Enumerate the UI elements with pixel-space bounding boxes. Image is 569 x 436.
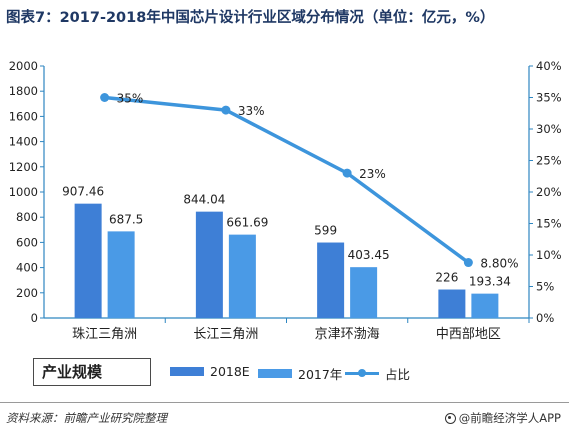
bar-2017年	[350, 267, 378, 318]
x-tick-label: 中西部地区	[436, 327, 501, 342]
legend-swatch-2018e	[170, 367, 204, 376]
legend-label-share: 占比	[385, 367, 411, 382]
bar-data-label: 193.34	[469, 275, 511, 289]
y-right-tick-label: 10%	[536, 248, 562, 262]
y-right-tick-label: 5%	[536, 280, 554, 294]
brand-text: @前瞻经济学人APP	[458, 411, 561, 425]
footer-divider	[0, 402, 569, 403]
y-left-tick-label: 200	[16, 286, 38, 300]
line-point-share	[221, 105, 231, 115]
y-left-tick-label: 1400	[9, 135, 38, 149]
bar-data-label: 907.46	[62, 185, 104, 199]
bar-2017年	[228, 234, 256, 318]
y-left-tick-label: 800	[16, 210, 38, 224]
legend-item-share: 占比	[345, 364, 410, 383]
y-left-tick-label: 400	[16, 261, 38, 275]
bar-data-label: 403.45	[348, 248, 390, 262]
y-left-tick-label: 1600	[9, 109, 38, 123]
brand-credit: @前瞻经济学人APP	[444, 410, 561, 426]
chart-title: 图表7：2017-2018年中国芯片设计行业区域分布情况（单位：亿元，%）	[6, 10, 495, 26]
bar-data-label: 226	[435, 271, 458, 285]
legend-item-2018e: 2018E	[170, 364, 250, 379]
bar-2017年	[471, 293, 499, 318]
y-right-tick-label: 25%	[536, 154, 562, 168]
x-tick-label: 京津环渤海	[315, 326, 380, 342]
y-left-tick-label: 600	[16, 235, 38, 249]
bar-2018E	[74, 203, 102, 318]
legend-group-title: 产业规模	[33, 358, 151, 386]
legend-item-2017: 2017年	[258, 364, 342, 383]
bar-2018E	[317, 242, 345, 318]
y-left-tick-label: 2000	[9, 59, 38, 73]
bar-data-label: 599	[314, 224, 337, 238]
legend-swatch-2017	[258, 369, 292, 378]
y-left-tick-label: 1200	[9, 160, 38, 174]
source-note: 资料来源：前瞻产业研究院整理	[6, 411, 167, 425]
x-tick-label: 长江三角洲	[193, 327, 258, 342]
bar-data-label: 687.5	[109, 212, 143, 226]
y-right-tick-label: 0%	[536, 311, 554, 325]
line-share	[104, 95, 470, 264]
x-tick-label: 珠江三角洲	[72, 327, 137, 342]
y-right-tick-label: 35%	[536, 91, 562, 105]
bar-data-label: 661.69	[226, 216, 268, 230]
line-point-share	[463, 258, 473, 268]
line-point-share	[342, 168, 352, 178]
y-left-tick-label: 0	[31, 311, 38, 325]
brand-logo-icon	[444, 412, 456, 424]
legend-label-2017: 2017年	[298, 367, 343, 382]
line-data-label: 23%	[359, 167, 386, 181]
line-point-share	[100, 93, 110, 102]
line-data-label: 33%	[238, 104, 265, 118]
line-data-label: 35%	[117, 92, 144, 106]
y-right-tick-label: 20%	[536, 185, 562, 199]
y-left-tick-label: 1000	[9, 185, 38, 199]
bar-data-label: 844.04	[183, 193, 225, 207]
bar-2018E	[438, 289, 466, 318]
bar-2018E	[195, 211, 223, 318]
legend-label-2018e: 2018E	[210, 364, 250, 379]
bar-2017年	[107, 231, 135, 318]
y-right-tick-label: 30%	[536, 122, 562, 136]
legend-line-swatch-share	[345, 369, 379, 378]
y-right-tick-label: 40%	[536, 59, 562, 73]
line-data-label: 8.80%	[480, 257, 518, 271]
y-right-tick-label: 15%	[536, 217, 562, 231]
y-left-tick-label: 1800	[9, 84, 38, 98]
